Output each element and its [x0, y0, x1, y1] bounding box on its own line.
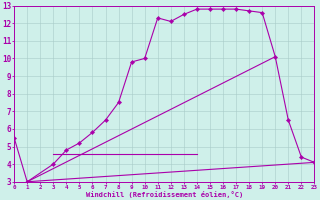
X-axis label: Windchill (Refroidissement éolien,°C): Windchill (Refroidissement éolien,°C) — [86, 191, 243, 198]
